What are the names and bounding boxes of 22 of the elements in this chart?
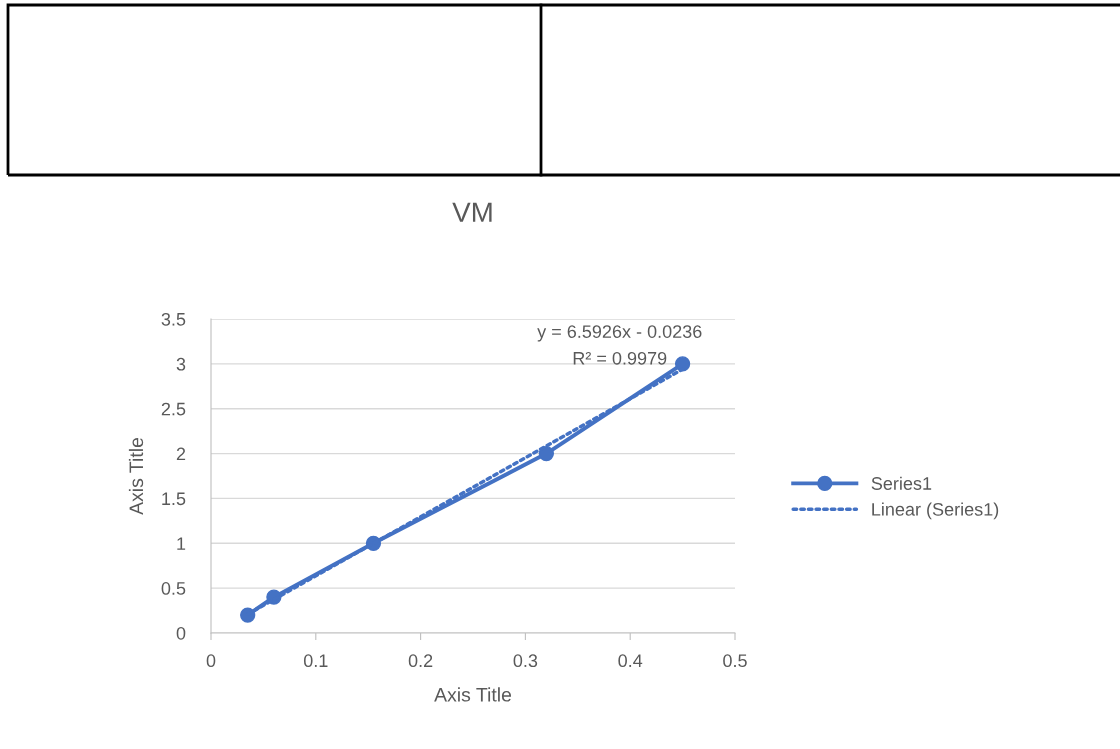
y-tick-label: 3 <box>176 357 186 371</box>
y-tick-label: 2 <box>176 447 186 461</box>
x-tick-label: 0.5 <box>723 654 747 668</box>
annotation: R² = 0.9979 <box>573 351 667 365</box>
x-axis-title: Axis Title <box>434 687 512 702</box>
x-tick-label: 0.4 <box>618 654 643 668</box>
y-tick-label: 0.5 <box>161 582 186 595</box>
legend-label: Linear (Series1) <box>872 502 999 520</box>
x-tick-label: 0.2 <box>408 654 433 668</box>
y-tick-label: 1.5 <box>162 492 186 506</box>
y-tick-label: 2.5 <box>161 402 186 416</box>
annotation: y = 6.5926x - 0.0236 <box>537 325 702 342</box>
x-tick-label: 0 <box>206 654 216 668</box>
x-tick-label: 0.3 <box>513 654 538 668</box>
y-axis-title: Axis Title <box>128 437 144 515</box>
legend-label: Series1 <box>871 476 932 490</box>
point <box>674 356 691 372</box>
chart-title: VM <box>452 202 492 222</box>
x-tick-label: 0.1 <box>303 654 328 668</box>
y-tick-label: 0 <box>176 626 186 640</box>
y-tick-label: 3.5 <box>161 312 186 326</box>
y-tick-label: 1 <box>177 537 186 550</box>
